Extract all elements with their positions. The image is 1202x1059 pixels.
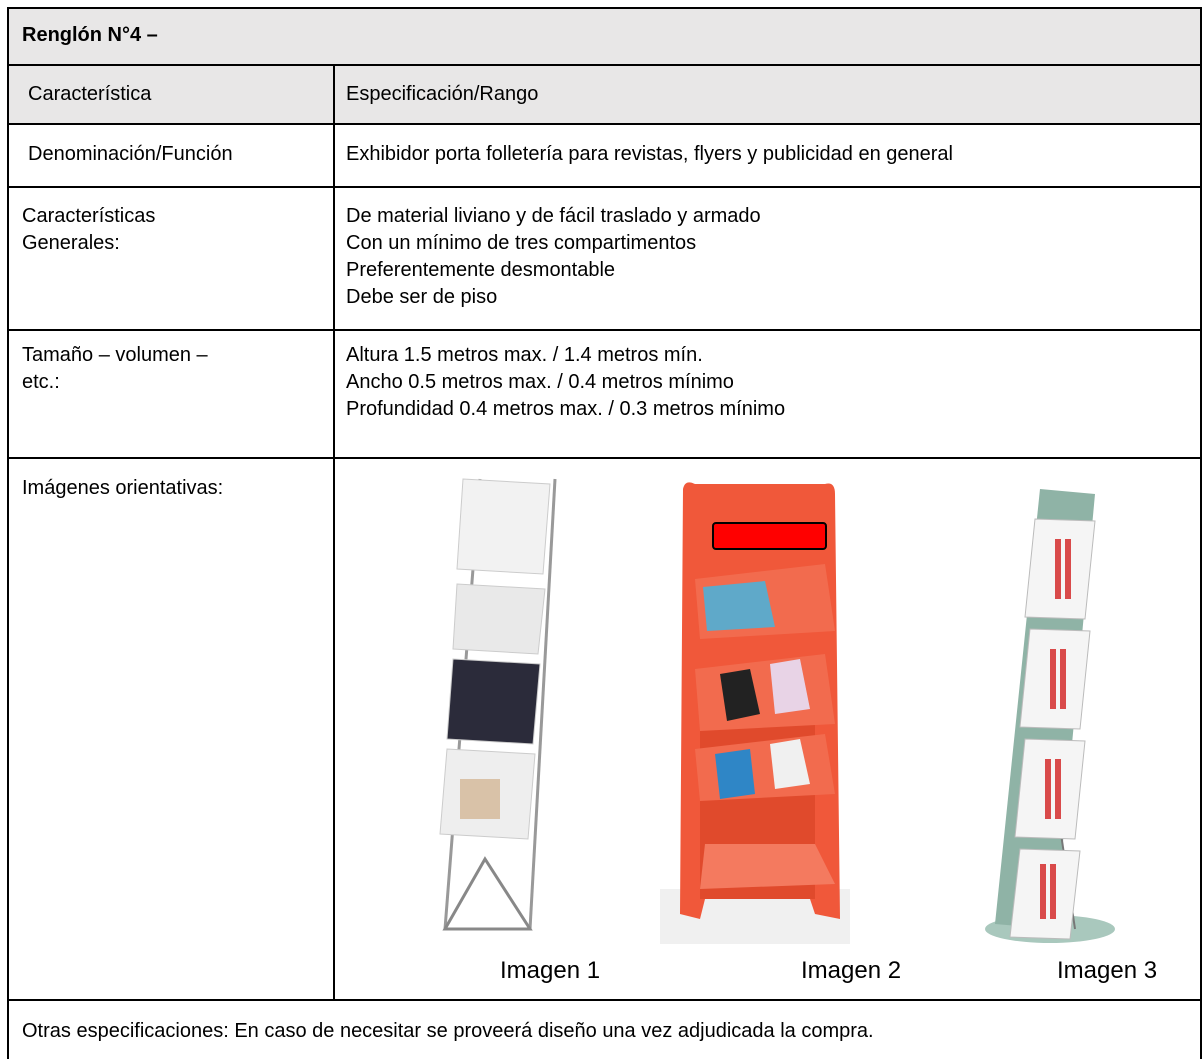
image-1 [439,478,557,931]
row-label: Características [22,205,156,227]
border [8,999,1202,1001]
image-caption: Imagen 2 [801,957,902,984]
image-caption: Imagen 3 [1057,957,1158,984]
row-spec: Profundidad 0.4 metros max. / 0.3 metros… [346,398,786,420]
image-3 [985,489,1115,943]
border [8,64,1202,66]
border [8,7,1202,9]
row-label: etc.: [22,371,60,393]
column-header: Característica [28,83,152,105]
border [8,123,1202,125]
row-spec: De material liviano y de fácil traslado … [346,205,761,227]
image-caption: Imagen 1 [500,957,601,984]
row-label: Denominación/Función [28,143,233,165]
row-spec: Con un mínimo de tres compartimentos [346,232,697,254]
images [439,478,1115,944]
row-spec: Preferentemente desmontable [346,259,616,281]
row-spec: Exhibidor porta folletería para revistas… [346,143,953,165]
border [8,457,1202,459]
column-header: Especificación/Rango [346,83,539,105]
footer-text: Otras especificaciones: En caso de neces… [22,1020,874,1042]
row-label: Tamaño – volumen – [22,344,208,366]
row-spec: Altura 1.5 metros max. / 1.4 metros mín. [346,344,703,366]
border [1200,7,1202,1059]
border [8,186,1202,188]
row-spec: Debe ser de piso [346,286,498,308]
border [333,64,335,1001]
row-label: Generales: [22,232,120,254]
row-spec: Ancho 0.5 metros max. / 0.4 metros mínim… [346,371,734,393]
border [7,7,9,1059]
title: Renglón N°4 – [22,24,158,46]
row-label: Imágenes orientativas: [22,477,224,499]
image-2 [660,482,850,944]
border [8,329,1202,331]
header-bg [8,8,1202,124]
